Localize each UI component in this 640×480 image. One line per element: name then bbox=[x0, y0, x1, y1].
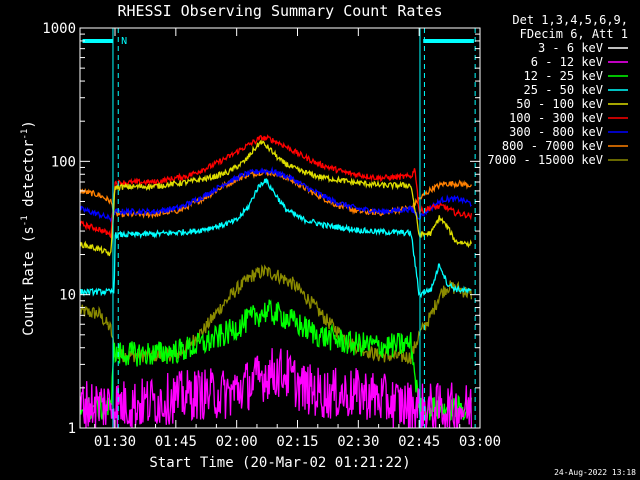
y-axis-label-sup1: -1 bbox=[20, 215, 30, 226]
x-tick-label: 02:15 bbox=[276, 434, 318, 450]
y-axis-label-sup2: -1 bbox=[20, 129, 30, 140]
y-tick-label: 100 bbox=[51, 154, 76, 170]
legend-label: 800 - 7000 keV bbox=[502, 139, 603, 153]
x-tick-label: 01:30 bbox=[94, 434, 136, 450]
y-tick-label: 1 bbox=[68, 421, 76, 437]
series-line-6-12-kev bbox=[79, 348, 473, 429]
legend-label: 300 - 800 keV bbox=[509, 125, 603, 139]
legend-header-line-2: FDecim 6, Att 1 bbox=[520, 27, 628, 41]
y-axis-label-end: ) bbox=[21, 120, 37, 128]
x-axis-label: Start Time (20-Mar-02 01:21:22) bbox=[149, 455, 410, 471]
legend-header-line-1: Det 1,3,4,5,6,9, bbox=[512, 13, 628, 27]
series-line-100-300-kev bbox=[79, 134, 473, 239]
y-tick-label: 1000 bbox=[42, 21, 76, 37]
y-axis-label: Count Rate (s-1 detector-1) bbox=[20, 120, 37, 336]
legend-label: 50 - 100 keV bbox=[516, 97, 603, 111]
legend-label: 7000 - 15000 keV bbox=[487, 153, 603, 167]
chart-title: RHESSI Observing Summary Count Rates bbox=[117, 2, 442, 20]
attenuator-flag-label: N bbox=[121, 36, 127, 47]
attenuator-markers: N bbox=[82, 28, 476, 428]
y-axis-label-main: Count Rate (s bbox=[21, 226, 37, 336]
legend: Det 1,3,4,5,6,9, FDecim 6, Att 1 3 - 6 k… bbox=[487, 13, 628, 167]
y-tick-label: 10 bbox=[59, 288, 76, 304]
x-tick-label: 01:45 bbox=[155, 434, 197, 450]
legend-label: 3 - 6 keV bbox=[538, 41, 603, 55]
legend-label: 25 - 50 keV bbox=[524, 83, 603, 97]
series-line-300-800-kev bbox=[79, 166, 472, 223]
series-line-12-25-kev bbox=[79, 299, 473, 422]
axes-layer: 01:30 01:45 02:00 02:15 02:30 02:45 03:00 1 10 10… bbox=[42, 21, 501, 450]
plot-frame bbox=[79, 27, 481, 429]
x-tick-label: 02:30 bbox=[337, 434, 379, 450]
series-line-50-100-kev bbox=[79, 139, 473, 257]
legend-label: 12 - 25 keV bbox=[524, 69, 603, 83]
x-tick-label: 03:00 bbox=[459, 434, 501, 450]
x-tick-label: 02:00 bbox=[216, 434, 258, 450]
legend-label: 100 - 300 keV bbox=[509, 111, 603, 125]
series-line-25-50-kev bbox=[79, 178, 472, 299]
legend-label: 6 - 12 keV bbox=[531, 55, 603, 69]
y-axis-label-mid: detector bbox=[21, 140, 37, 216]
series-layer bbox=[79, 134, 473, 429]
x-tick-label: 02:45 bbox=[398, 434, 440, 450]
timestamp: 24-Aug-2022 13:18 bbox=[554, 468, 636, 477]
